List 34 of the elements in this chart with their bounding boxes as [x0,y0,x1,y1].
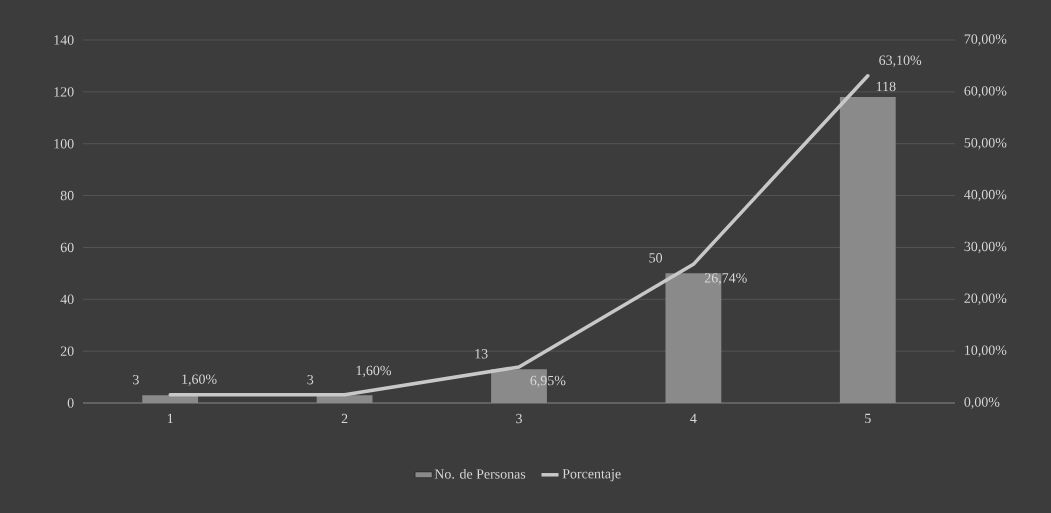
y2-tick-label: 0,00% [964,397,1000,409]
y-tick-label: 60 [60,242,74,253]
legend-label: No. de Personas [434,468,526,479]
x-tick-label: 3 [516,413,522,424]
data-label: 63,10% [879,55,922,67]
data-label: 6,95% [530,375,566,388]
y-tick-label: 40 [60,294,74,304]
x-tick-label: 1 [167,413,173,424]
y2-tick-label: 40,00% [964,189,1007,202]
x-tick-label: 4 [690,413,697,424]
y-tick-label: 20 [60,346,74,356]
x-tick-label: 2 [341,413,348,424]
y2-tick-label: 60,00% [964,86,1007,98]
data-label: 3 [133,375,139,385]
data-label: 1,60% [356,365,391,378]
y2-tick-label: 20,00% [964,293,1007,305]
y-tick-label: 0 [67,398,74,408]
x-tick-label: 5 [865,413,871,424]
data-label: 3 [307,375,314,385]
y-tick-label: 100 [54,139,74,149]
data-label: 13 [475,349,488,359]
y2-tick-label: 70,00% [964,34,1007,46]
data-label: 118 [876,81,896,92]
y-tick-label: 140 [54,35,74,45]
line-series [168,74,870,397]
data-label: 50 [649,253,663,263]
data-label: 26,74% [704,273,747,285]
data-label: 1,60% [182,374,217,386]
y2-tick-label: 30,00% [964,241,1007,254]
y2-tick-label: 10,00% [965,345,1007,357]
y-tick-label: 120 [54,87,74,97]
y-tick-label: 80 [60,190,74,201]
y2-tick-label: 50,00% [964,138,1007,150]
legend-label: Porcentaje [562,469,621,482]
